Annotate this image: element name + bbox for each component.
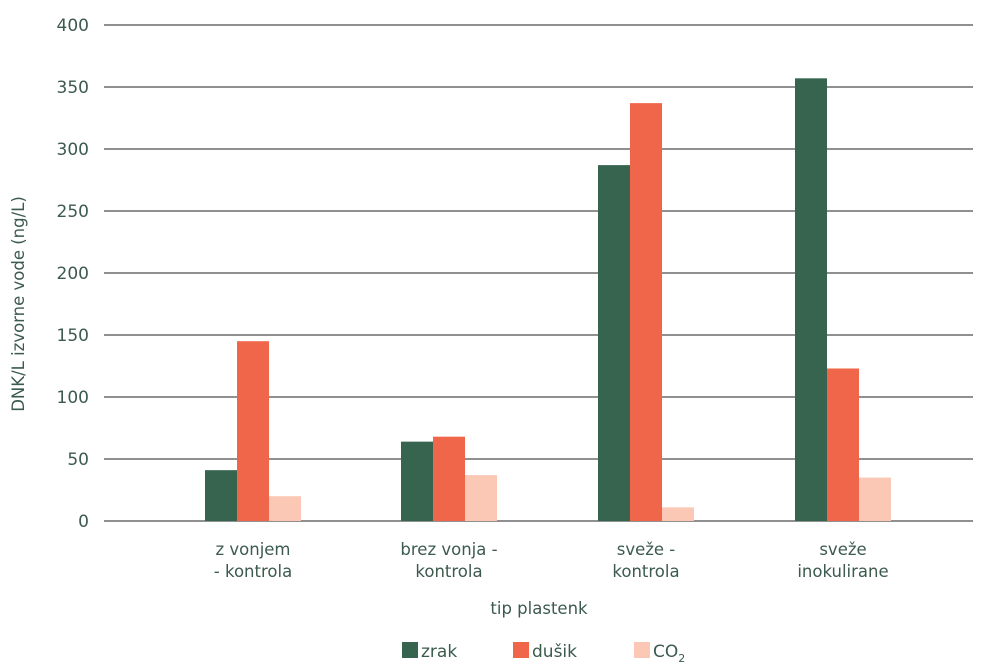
y-tick-label: 200 [57, 264, 89, 284]
y-tick-label: 300 [57, 140, 89, 160]
y-axis-title: DNK/L izvorne vode (ng/L) [9, 196, 28, 412]
bar-2-2 [433, 436, 465, 521]
x-axis-categories: z vonjem - kontrola brez vonja -kontrola sv… [214, 540, 889, 581]
bar-3-2 [465, 475, 497, 521]
x-category-label: brez vonja -kontrola [400, 540, 497, 581]
bar-3-4 [859, 477, 891, 521]
y-tick-label: 250 [57, 202, 89, 222]
x-axis-title: tip plastenk [490, 599, 588, 618]
bars [205, 78, 891, 522]
bar-1-1 [205, 470, 237, 521]
legend-swatch-1 [402, 642, 418, 658]
x-category-label: sveže inokulirane [797, 540, 888, 581]
y-tick-label: 150 [57, 326, 89, 346]
y-axis-ticks: 0 50 100 150 200 250 300 350 400 [57, 16, 89, 532]
y-tick-label: 50 [67, 450, 89, 470]
x-category-label: sveže -kontrola [612, 540, 679, 581]
legend-label-3: CO2 [653, 642, 685, 665]
bar-1-2 [401, 441, 433, 521]
bar-1-4 [795, 78, 827, 521]
y-tick-label: 350 [57, 78, 89, 98]
x-category-label: z vonjem - kontrola [214, 540, 292, 581]
legend: zrak dušik CO2 [402, 642, 685, 665]
bar-2-3 [630, 103, 662, 522]
bar-1-3 [598, 165, 630, 521]
y-tick-label: 400 [57, 16, 89, 36]
bar-2-1 [237, 341, 269, 521]
legend-swatch-3 [634, 642, 650, 658]
legend-label-2: dušik [532, 642, 577, 662]
bar-3-3 [662, 507, 694, 521]
bar-2-4 [827, 368, 859, 521]
legend-swatch-2 [513, 642, 529, 658]
y-tick-label: 100 [57, 388, 89, 408]
bar-3-1 [269, 496, 301, 521]
y-tick-label: 0 [78, 512, 89, 532]
legend-label-1: zrak [421, 642, 457, 662]
